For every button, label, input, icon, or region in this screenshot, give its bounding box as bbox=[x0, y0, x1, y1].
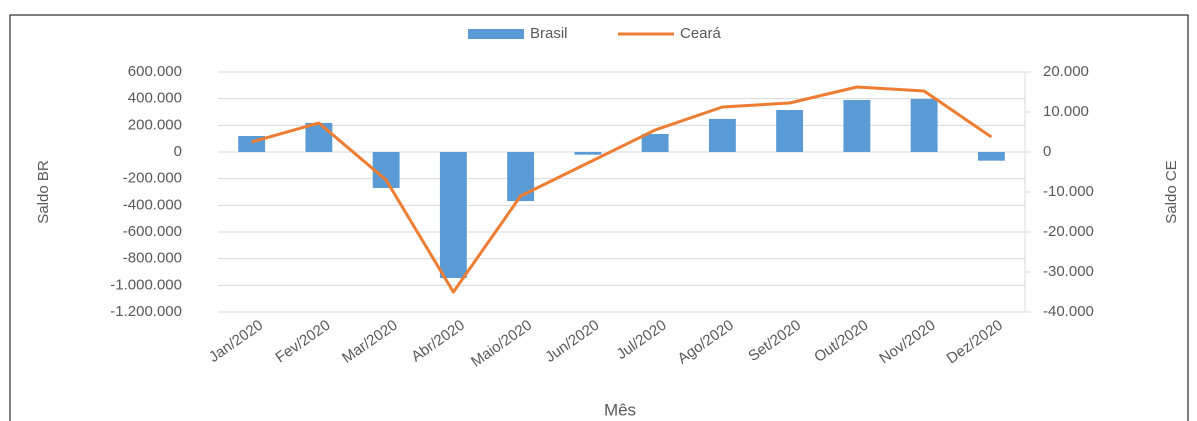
bar bbox=[776, 110, 804, 152]
y2-tick-label: -30.000 bbox=[1043, 263, 1094, 280]
bar bbox=[439, 152, 467, 278]
x-tick-label: Mar/2020 bbox=[339, 317, 401, 367]
y-tick-label: -200.000 bbox=[123, 170, 182, 187]
y2-tick-label: -20.000 bbox=[1043, 223, 1094, 240]
x-tick-label: Dez/2020 bbox=[944, 317, 1006, 368]
x-axis-title: Mês bbox=[604, 400, 636, 419]
legend-label: Ceará bbox=[680, 25, 722, 42]
bar bbox=[507, 152, 535, 202]
line bbox=[251, 85, 993, 294]
x-tick-label: Fev/2020 bbox=[272, 317, 333, 367]
bar bbox=[843, 100, 871, 152]
y2-tick-label: -40.000 bbox=[1043, 303, 1094, 320]
y-tick-label: 0 bbox=[174, 143, 182, 160]
y-tick-label: -1.200.000 bbox=[110, 303, 182, 320]
frame bbox=[9, 14, 1189, 421]
x-tick-label: Maio/2020 bbox=[468, 317, 535, 371]
x-tick-label: Abr/2020 bbox=[408, 317, 468, 366]
bar bbox=[708, 118, 736, 152]
legend-swatch bbox=[468, 29, 524, 39]
y-tick-label: -400.000 bbox=[123, 196, 182, 213]
y2-tick-label: 10.000 bbox=[1043, 103, 1089, 120]
bar bbox=[910, 98, 938, 152]
x-tick-label: Jun/2020 bbox=[542, 317, 602, 366]
y-tick-label: -1.000.000 bbox=[110, 276, 182, 293]
bar bbox=[305, 122, 333, 152]
x-tick-label: Out/2020 bbox=[811, 317, 871, 366]
y2-tick-label: 20.000 bbox=[1043, 63, 1089, 80]
y-tick-label: 400.000 bbox=[128, 90, 182, 107]
y2-tick-label: -10.000 bbox=[1043, 183, 1094, 200]
y2-axis-title: Saldo CE bbox=[1163, 160, 1180, 223]
bar bbox=[574, 152, 602, 155]
x-tick-label: Set/2020 bbox=[745, 317, 804, 365]
legend-label: Brasil bbox=[530, 25, 568, 42]
y-tick-label: 200.000 bbox=[128, 116, 182, 133]
bar bbox=[977, 152, 1005, 161]
x-tick-label: Jan/2020 bbox=[206, 317, 266, 366]
bar bbox=[641, 134, 669, 152]
y-tick-label: -600.000 bbox=[123, 223, 182, 240]
x-tick-label: Nov/2020 bbox=[876, 317, 938, 368]
x-tick-label: Jul/2020 bbox=[613, 317, 669, 363]
x-tick-label: Ago/2020 bbox=[675, 317, 737, 368]
y2-tick-label: 0 bbox=[1043, 143, 1051, 160]
y-axis-title: Saldo BR bbox=[35, 160, 52, 224]
y-tick-label: 600.000 bbox=[128, 63, 182, 80]
y-tick-label: -800.000 bbox=[123, 250, 182, 267]
